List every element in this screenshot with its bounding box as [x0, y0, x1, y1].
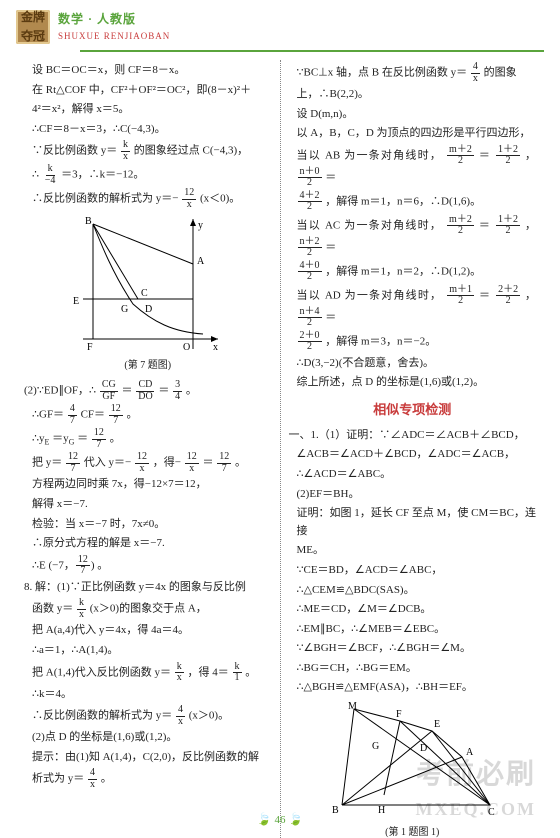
text-line: ∠ACB＝∠ACD＋∠BCD，∠ADC＝∠ACB， [289, 446, 537, 464]
text-line: ME。 [289, 542, 537, 560]
text-line: 方程两边同时乘 7x，得−12×7＝12， [24, 476, 272, 494]
figure-2: M F E G D A B H C [289, 701, 537, 821]
svg-text:F: F [87, 342, 93, 353]
text-line: 把 y＝ 127 代入 y＝− 12x ，得− 12x ＝ 127 。 [24, 452, 272, 474]
figure-2-svg: M F E G D A B H C [322, 701, 502, 821]
text-line: 一、1.（1）证明：∵∠ADC＝∠ACB＋∠BCD， [289, 427, 537, 445]
text-line: (2)EF＝BH。 [289, 486, 537, 504]
text-line: 解得 x＝−7. [24, 496, 272, 514]
text-line: 析式为 y＝ 4x 。 [24, 768, 272, 790]
badge-bottom: 夺冠 [21, 27, 45, 46]
svg-text:G: G [121, 304, 128, 315]
text-line: 提示：由(1)知 A(1,4)，C(2,0)，反比例函数的解 [24, 749, 272, 767]
text-line: ∴反比例函数的解析式为 y＝ 4x (x＞0)。 [24, 705, 272, 727]
text-line: (2)∵ED∥OF，∴ CGGF ＝ CDDO ＝ 34 。 [24, 380, 272, 402]
text-line: 设 D(m,n)。 [289, 106, 537, 124]
svg-text:A: A [466, 747, 474, 758]
figure-1: B y A C E G D F O x [24, 214, 272, 354]
text-line: 函数 y＝ kx (x＞0)的图象交于点 A， [24, 598, 272, 620]
page-number: 46 [275, 814, 286, 826]
figure-1-label: (第 7 题图) [24, 358, 272, 374]
badge-top: 金牌 [21, 8, 45, 27]
header: 金牌 夺冠 数学 · 人教版 SHUXUE RENJIAOBAN [0, 0, 560, 50]
text-line: 4＋02 ，解得 m＝1，n＝2，∴D(1,2)。 [289, 261, 537, 283]
text-line: ∴k＝4。 [24, 686, 272, 704]
text-line: ∴GF＝ 47 CF＝ 127 。 [24, 404, 272, 426]
svg-text:x: x [213, 342, 218, 353]
text-line: ∵CE＝BD，∠ACD＝∠ABC， [289, 562, 537, 580]
text-line: ∴∠ACD＝∠ABC。 [289, 466, 537, 484]
svg-text:A: A [197, 256, 205, 267]
text-line: 把 A(1,4)代入反比例函数 y＝ kx ，得 4＝ k1 。 [24, 662, 272, 684]
svg-text:E: E [434, 719, 440, 730]
section-title: 相似专项检测 [289, 400, 537, 421]
text-line: 8. 解：(1)∵正比例函数 y＝4x 的图象与反比例 [24, 579, 272, 597]
text-line: ∴D(3,−2)(不合题意，舍去)。 [289, 355, 537, 373]
text-line: 检验：当 x＝−7 时，7x≠0。 [24, 516, 272, 534]
text-line: (2)点 D 的坐标是(1,6)或(1,2)。 [24, 729, 272, 747]
figure-1-svg: B y A C E G D F O x [73, 214, 223, 354]
svg-text:D: D [145, 304, 152, 315]
text-line: 证明：如图 1，延长 CF 至点 M，使 CM＝BC，连接 [289, 505, 537, 540]
header-title: 数学 · 人教版 [58, 10, 170, 29]
svg-text:D: D [420, 743, 427, 754]
text-line: 4＋22 ，解得 m＝1，n＝6，∴D(1,6)。 [289, 191, 537, 213]
text-line: 上，∴B(2,2)。 [289, 86, 537, 104]
text-line: 当以 AD 为一条对角线时， m＋12 ＝ 2＋22 ， n＋42 ＝ [289, 285, 537, 329]
svg-text:E: E [73, 296, 79, 307]
svg-text:y: y [198, 220, 203, 231]
text-line: ∵反比例函数 y＝ kx 的图象经过点 C(−4,3)， [24, 140, 272, 162]
text-line: ∴ k−4 ＝3，∴k＝−12。 [24, 164, 272, 186]
left-column: 设 BC＝OC＝x，则 CF＝8－x。 在 Rt△COF 中，CF²＋OF²＝O… [18, 60, 278, 838]
text-line: ∴a＝1，∴A(1,4)。 [24, 642, 272, 660]
right-column: ∵BC⊥x 轴，点 B 在反比例函数 y＝ 4x 的图象 上，∴B(2,2)。 … [283, 60, 543, 838]
header-sub: SHUXUE RENJIAOBAN [58, 29, 170, 43]
text-line: 当以 AC 为一条对角线时， m＋22 ＝ 1＋22 ， n＋22 ＝ [289, 215, 537, 259]
text-line: ∴BG＝CH，∴BG＝EM。 [289, 660, 537, 678]
text-line: 把 A(a,4)代入 y＝4x，得 4a＝4。 [24, 622, 272, 640]
page-footer: 🍃 46 🍃 [0, 810, 560, 830]
column-divider [280, 60, 281, 838]
text-line: 当以 AB 为一条对角线时， m＋22 ＝ 1＋22 ， n＋02 ＝ [289, 145, 537, 189]
text-line: ∵BC⊥x 轴，点 B 在反比例函数 y＝ 4x 的图象 [289, 62, 537, 84]
text-line: ∴yE ＝yG ＝ 127 。 [24, 428, 272, 450]
text-line: ∴△BGH≌△EMF(ASA)，∴BH＝EF。 [289, 679, 537, 697]
svg-text:M: M [348, 701, 357, 712]
brand-badge: 金牌 夺冠 [16, 10, 50, 44]
text-line: 以 A，B，C，D 为顶点的四边形是平行四边形， [289, 125, 537, 143]
text-line: ∴反比例函数的解析式为 y＝− 12x (x＜0)。 [24, 188, 272, 210]
svg-text:F: F [396, 709, 402, 720]
text-line: ∴△CEM≌△BDC(SAS)。 [289, 582, 537, 600]
text-line: ∵∠BGH＝∠BCF，∴∠BGH＝∠M。 [289, 640, 537, 658]
text-line: 设 BC＝OC＝x，则 CF＝8－x。 [24, 62, 272, 80]
text-line: ∴ME＝CD，∠M＝∠DCB。 [289, 601, 537, 619]
text-line: ∴CF＝8－x＝3，∴C(−4,3)。 [24, 121, 272, 139]
svg-text:O: O [183, 342, 190, 353]
leaf-icon: 🍃 [257, 812, 272, 826]
svg-text:C: C [141, 288, 148, 299]
text-line: 综上所述，点 D 的坐标是(1,6)或(1,2)。 [289, 374, 537, 392]
text-line: ∴E (−7，127) 。 [24, 555, 272, 577]
text-line: 4²＝x²，解得 x＝5。 [24, 101, 272, 119]
text-line: 在 Rt△COF 中，CF²＋OF²＝OC²，即(8－x)²＋ [24, 82, 272, 100]
header-titles: 数学 · 人教版 SHUXUE RENJIAOBAN [58, 10, 170, 44]
leaf-icon: 🍃 [288, 812, 303, 826]
text-line: ∴EM∥BC，∴∠MEB＝∠EBC。 [289, 621, 537, 639]
svg-text:G: G [372, 741, 379, 752]
text-line: ∴原分式方程的解是 x＝−7. [24, 535, 272, 553]
svg-text:B: B [85, 216, 92, 227]
text-line: 2＋02 ，解得 m＝3，n＝−2。 [289, 331, 537, 353]
content-columns: 设 BC＝OC＝x，则 CF＝8－x。 在 Rt△COF 中，CF²＋OF²＝O… [0, 52, 560, 838]
